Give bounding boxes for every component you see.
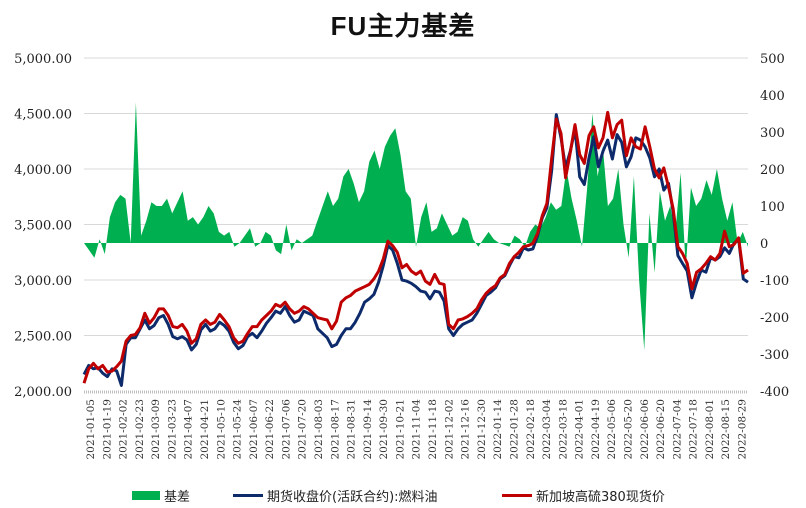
- legend-item-spot: 新加坡高硫380现货价: [502, 486, 665, 505]
- x-tick-label: 2021-02-02: [118, 399, 130, 460]
- x-tick-label: 2022-01-28: [508, 399, 520, 460]
- x-tick-label: 2022-06-20: [655, 399, 667, 460]
- x-tick-label: 2021-05-10: [215, 399, 227, 460]
- x-tick-label: 2021-07-06: [280, 399, 292, 460]
- legend-label-spot: 新加坡高硫380现货价: [536, 490, 665, 505]
- right-tick-label: -200: [760, 311, 789, 326]
- right-tick-label: -400: [760, 385, 789, 400]
- left-tick-label: 5,000.00: [14, 52, 72, 67]
- x-tick-label: 2022-04-01: [574, 399, 586, 460]
- x-tick-label: 2022-05-06: [606, 399, 618, 460]
- x-tick-label: 2022-08-29: [736, 399, 748, 460]
- x-tick-label: 2021-12-16: [460, 399, 472, 460]
- x-tick-label: 2022-07-18: [688, 399, 700, 460]
- left-tick-label: 4,000.00: [14, 163, 72, 178]
- x-tick-label: 2021-06-07: [248, 399, 260, 460]
- x-tick-label: 2021-03-23: [166, 399, 178, 460]
- left-tick-label: 3,500.00: [14, 219, 72, 234]
- x-tick-label: 2021-11-04: [411, 399, 423, 460]
- x-tick-label: 2022-02-18: [525, 399, 537, 460]
- x-tick-label: 2022-03-18: [557, 399, 569, 460]
- x-tick-label: 2022-08-15: [720, 399, 732, 460]
- legend-swatch-navy: [233, 494, 263, 497]
- x-tick-label: 2022-03-04: [541, 399, 553, 460]
- x-tick-label: 2021-01-05: [85, 399, 97, 460]
- left-tick-label: 2,000.00: [14, 385, 72, 400]
- x-tick-label: 2021-08-17: [329, 399, 341, 460]
- legend-label-futures: 期货收盘价(活跃合约):燃料油: [267, 490, 438, 505]
- right-tick-label: -300: [760, 348, 789, 363]
- x-tick-label: 2021-11-18: [427, 399, 439, 460]
- left-tick-label: 3,000.00: [14, 274, 72, 289]
- x-tick-label: 2021-10-21: [394, 399, 406, 460]
- x-tick-label: 2021-03-09: [150, 399, 162, 460]
- x-tick-label: 2021-08-31: [346, 399, 358, 460]
- legend-item-basis: 基差: [132, 486, 190, 505]
- left-y-axis: 5,000.00 4,500.00 4,000.00 3,500.00 3,000.00…: [14, 52, 72, 400]
- right-tick-label: 100: [760, 200, 785, 215]
- right-tick-label: 200: [760, 163, 785, 178]
- x-tick-label: 2022-07-04: [671, 399, 683, 460]
- right-tick-label: 500: [760, 52, 785, 67]
- x-tick-label: 2021-02-23: [134, 399, 146, 460]
- x-tick-label: 2021-12-02: [443, 399, 455, 460]
- x-tick-label: 2022-05-20: [622, 399, 634, 460]
- x-tick-label: 2022-01-14: [492, 399, 504, 460]
- basis-area-series: [84, 102, 748, 351]
- x-tick-label: 2021-01-19: [101, 399, 113, 460]
- legend-item-futures: 期货收盘价(活跃合约):燃料油: [233, 486, 438, 505]
- legend-label-basis: 基差: [164, 490, 191, 505]
- chart-canvas: 5,000.00 4,500.00 4,000.00 3,500.00 3,000.00…: [14, 52, 789, 460]
- right-tick-label: 0: [760, 237, 768, 252]
- x-axis: 2021-01-05 2021-01-19 2021-02-02 2021-02-23…: [84, 390, 748, 460]
- right-tick-label: 400: [760, 89, 785, 104]
- right-tick-label: 300: [760, 126, 785, 141]
- legend-swatch-green: [132, 491, 160, 500]
- x-tick-label: 2021-09-14: [362, 399, 374, 460]
- x-tick-label: 2021-09-30: [378, 399, 390, 460]
- chart-title: FU主力基差: [330, 11, 476, 41]
- left-tick-label: 2,500.00: [14, 330, 72, 345]
- legend-swatch-red: [502, 494, 532, 497]
- x-tick-label: 2021-12-30: [476, 399, 488, 460]
- x-tick-label: 2022-04-19: [590, 399, 602, 460]
- x-tick-label: 2021-04-07: [183, 399, 195, 460]
- x-tick-label: 2022-08-01: [704, 399, 716, 460]
- x-tick-label: 2021-06-22: [264, 399, 276, 460]
- x-tick-label: 2021-04-21: [199, 399, 211, 460]
- right-y-axis: 500 400 300 200 100 0 -100 -200 -300 -400: [760, 52, 789, 400]
- x-tick-label: 2021-05-24: [232, 399, 244, 460]
- price-line-series: [82, 110, 749, 387]
- right-tick-label: -100: [760, 274, 789, 289]
- left-tick-label: 4,500.00: [14, 108, 72, 123]
- x-tick-label: 2021-08-03: [313, 399, 325, 460]
- x-tick-label: 2021-07-20: [297, 399, 309, 460]
- legend: 基差 期货收盘价(活跃合约):燃料油 新加坡高硫380现货价: [0, 486, 806, 506]
- gridlines: [84, 57, 748, 336]
- x-tick-label: 2022-06-06: [639, 399, 651, 460]
